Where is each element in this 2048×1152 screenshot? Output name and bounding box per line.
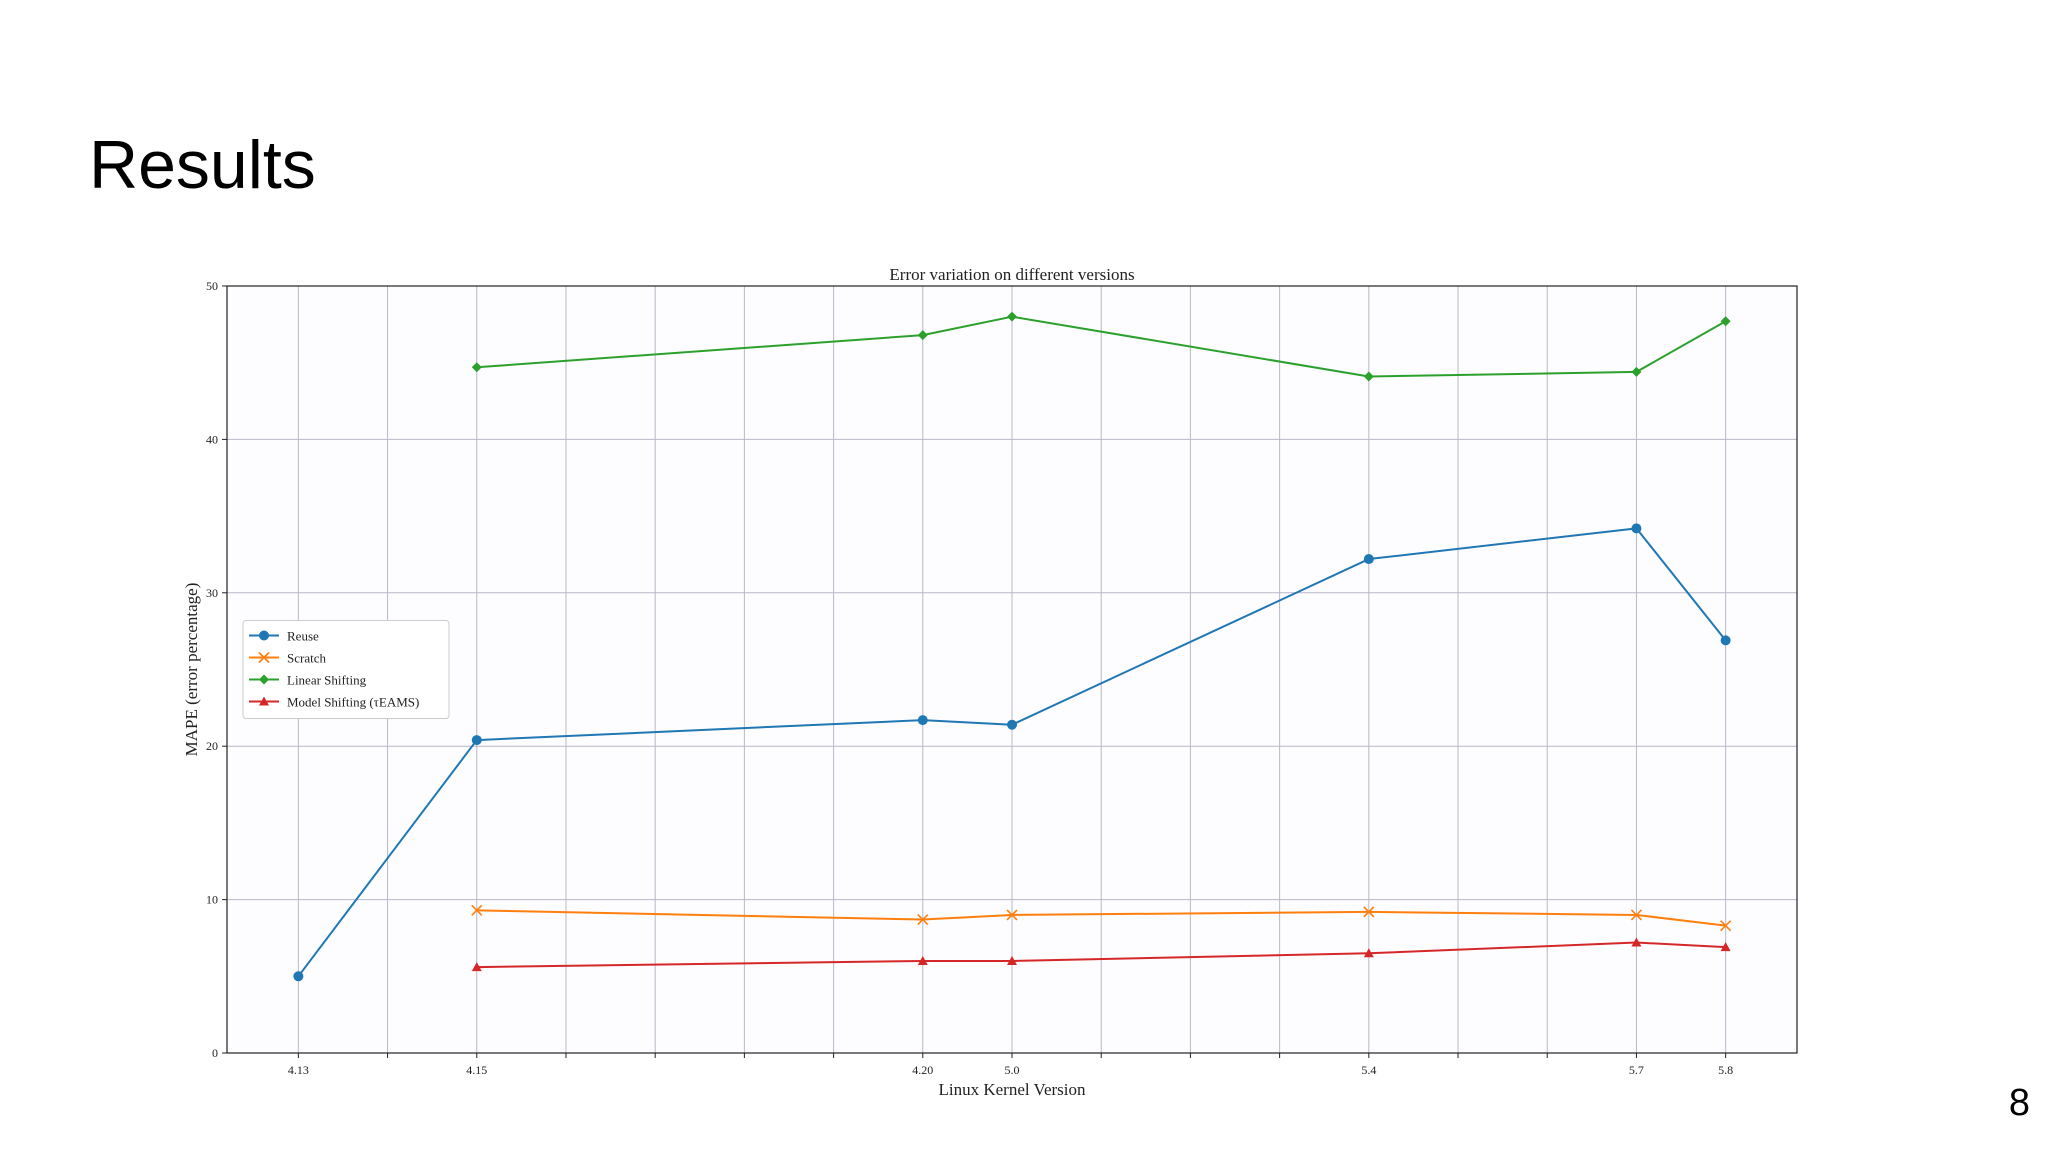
legend-marker: [259, 674, 269, 685]
x-tick-label: 4.15: [466, 1063, 487, 1077]
legend-label: Model Shifting (τEAMS): [287, 695, 419, 710]
x-tick-label: 5.4: [1361, 1063, 1376, 1077]
data-point: [1007, 719, 1017, 730]
data-point: [917, 330, 928, 341]
line-segment: [1635, 527, 1727, 641]
data-point: [471, 362, 482, 373]
data-point: [917, 913, 929, 926]
data-point: [1007, 311, 1017, 322]
chart: 4.13 4.15 4.20 5.0 5.4 5.7 5.8 0 10 20 30 40 50 Error…: [182, 265, 1798, 1099]
y-tick-label: 40: [206, 432, 218, 446]
line-segment: [1011, 558, 1370, 726]
data-point: [1631, 366, 1642, 377]
x-tick-label: 5.8: [1718, 1063, 1733, 1077]
line-segment: [297, 739, 478, 977]
y-tick-label: 0: [212, 1046, 218, 1060]
line-segment: [1368, 527, 1637, 561]
data-point: [1363, 554, 1374, 565]
x-tick-label: 5.0: [1005, 1063, 1020, 1077]
data-point: [1006, 909, 1018, 921]
y-tick-label: 50: [206, 279, 218, 293]
data-point: [471, 904, 483, 916]
line-segment: [1636, 941, 1726, 949]
line-segment: [1635, 320, 1727, 373]
data-point: [293, 971, 304, 982]
line-segment: [1011, 910, 1369, 916]
page-number: 8: [2009, 1082, 2030, 1124]
line-segment: [476, 959, 923, 969]
data-point: [1630, 909, 1642, 921]
line-segment: [1368, 941, 1637, 955]
legend-label: Scratch: [287, 651, 326, 666]
data-point: [471, 962, 482, 972]
y-tick-label: 10: [206, 893, 218, 907]
slide-title: Results: [89, 127, 316, 203]
data-point: [1720, 635, 1731, 646]
y-tick-label: 30: [206, 586, 218, 600]
legend-label: Reuse: [287, 629, 319, 644]
line-segment: [1011, 315, 1369, 378]
line-segment: [476, 334, 923, 369]
line-segment: [1368, 370, 1637, 378]
x-tick-label: 4.13: [288, 1063, 309, 1077]
data-point: [1363, 371, 1374, 382]
legend-marker: [259, 696, 269, 706]
data-point: [1007, 955, 1017, 965]
line-segment: [922, 315, 1013, 337]
chart-title: Error variation on different versions: [889, 265, 1134, 284]
data-point: [1631, 523, 1642, 534]
data-point: [917, 955, 928, 965]
x-tick-label: 5.7: [1629, 1063, 1644, 1077]
data-point: [1363, 948, 1374, 958]
data-point: [1631, 937, 1642, 947]
x-axis-label: Linux Kernel Version: [939, 1080, 1086, 1099]
data-point: [1720, 316, 1731, 327]
legend-marker: [258, 651, 270, 664]
legend-label: Linear Shifting: [287, 673, 367, 688]
x-tick-label: 4.20: [912, 1063, 933, 1077]
line-segment: [1011, 952, 1369, 962]
y-axis-label: MAPE (error percentage): [182, 583, 201, 757]
legend-marker: [259, 630, 269, 641]
line-segment: [1368, 910, 1637, 916]
data-point: [471, 735, 482, 746]
data-point: [1720, 942, 1731, 952]
data-point: [917, 715, 928, 726]
y-tick-label: 20: [206, 739, 218, 753]
line-segment: [476, 719, 923, 742]
line-segment: [476, 909, 923, 921]
data-point: [1363, 906, 1375, 918]
line-segment: [1636, 913, 1726, 927]
plot-frame: [226, 285, 1798, 1054]
line-segment: [922, 913, 1013, 921]
legend: Reuse Scratch Linear Shifting Model Shiftin…: [242, 620, 450, 719]
line-segment: [922, 719, 1013, 726]
legend-box: [242, 620, 450, 719]
data-point: [1720, 920, 1732, 932]
